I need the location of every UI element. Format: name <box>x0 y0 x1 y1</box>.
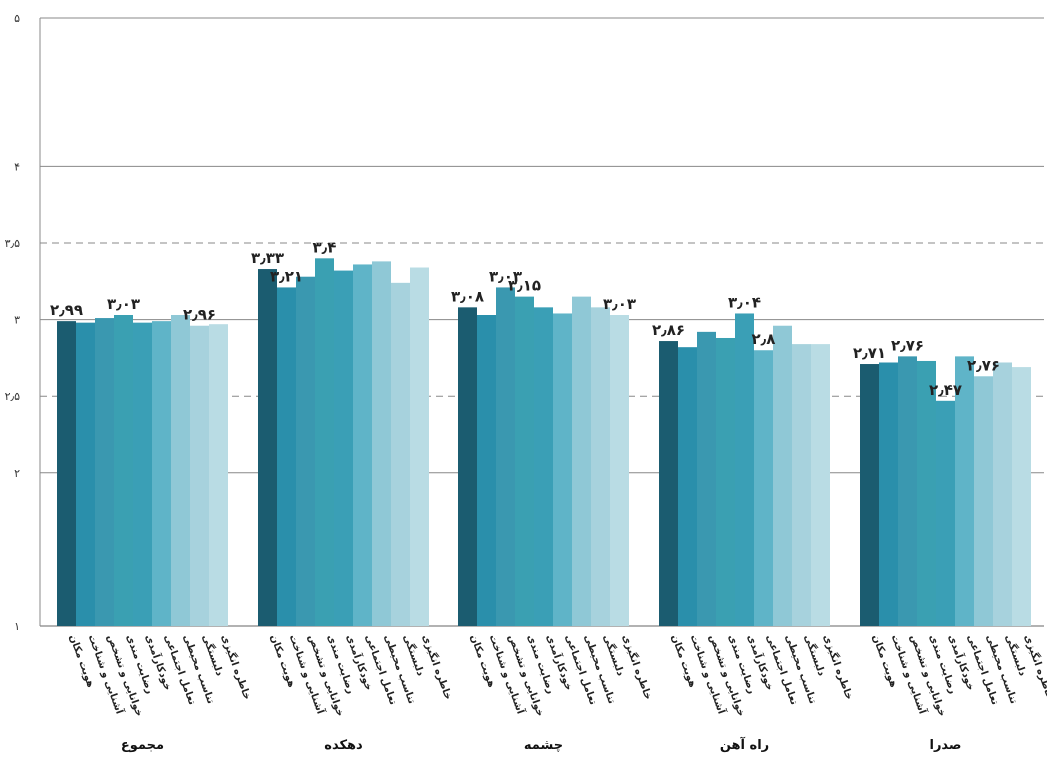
bar <box>114 315 133 626</box>
bar <box>410 267 429 626</box>
data-label: ۳٫۰۳ <box>107 295 140 313</box>
bar <box>372 261 391 626</box>
bar <box>258 269 277 626</box>
bar <box>296 276 315 626</box>
bar-category-label: خاطره انگیزی <box>821 633 857 702</box>
bar <box>391 282 410 626</box>
data-label: ۲٫۷۱ <box>853 344 886 362</box>
data-label: ۳٫۲۱ <box>270 267 303 285</box>
data-label: ۳٫۰۸ <box>451 287 484 305</box>
y-tick-label: ۵ <box>14 12 20 25</box>
bar <box>811 344 830 626</box>
bar <box>792 344 811 626</box>
bar <box>754 350 773 626</box>
bar <box>171 315 190 626</box>
bar <box>152 321 171 626</box>
bar <box>955 356 974 626</box>
bar <box>277 287 296 626</box>
bar <box>773 325 792 626</box>
group-label: چشمه <box>524 738 563 753</box>
bar <box>993 362 1012 626</box>
bar <box>496 287 515 626</box>
bar <box>353 264 372 626</box>
bar <box>697 331 716 626</box>
data-label: ۳٫۴ <box>313 238 337 256</box>
bar <box>735 313 754 626</box>
bar <box>974 376 993 626</box>
y-tick-label: ۲ <box>14 467 20 480</box>
bar <box>860 364 879 626</box>
group-label: صدرا <box>929 738 961 753</box>
bar <box>898 356 917 626</box>
bar <box>1012 367 1031 626</box>
bar <box>534 307 553 626</box>
bar <box>591 307 610 626</box>
data-label: ۳٫۰۳ <box>489 267 522 285</box>
bar <box>76 322 95 626</box>
bar <box>936 400 955 626</box>
bar <box>133 322 152 626</box>
data-label: ۲٫۴۷ <box>929 381 962 399</box>
y-tick-label: ۳٫۵ <box>5 237 20 250</box>
bar-category-label: خاطره انگیزی <box>219 633 255 702</box>
data-label: ۳٫۰۴ <box>728 293 761 311</box>
bar <box>572 296 591 626</box>
y-tick-label: ۳ <box>14 314 20 327</box>
data-label: ۲٫۹۹ <box>50 301 83 319</box>
bar <box>190 325 209 626</box>
bar <box>209 324 228 626</box>
bar-category-label: خاطره انگیزی <box>620 633 656 702</box>
group-label: مجموع <box>121 738 164 753</box>
data-label: ۲٫۹۶ <box>183 306 216 324</box>
bar <box>879 362 898 626</box>
bar <box>95 318 114 626</box>
bar <box>477 315 496 626</box>
bar <box>458 307 477 626</box>
data-label: ۳٫۳۳ <box>251 249 284 267</box>
bar <box>515 296 534 626</box>
data-label: ۲٫۸۶ <box>652 321 685 339</box>
bar <box>57 321 76 626</box>
bar <box>334 270 353 626</box>
bar <box>917 360 936 626</box>
group-label: راه آهن <box>720 736 769 753</box>
data-label: ۲٫۷۶ <box>967 356 1000 374</box>
group-label: دهکده <box>324 738 363 753</box>
bar <box>315 258 334 626</box>
y-tick-label: ۱ <box>14 620 20 633</box>
data-label: ۲٫۸ <box>752 330 776 348</box>
y-tick-label: ۲٫۵ <box>5 390 20 403</box>
y-tick-label: ۴ <box>14 160 20 173</box>
bar <box>553 313 572 626</box>
bar <box>716 337 735 626</box>
data-label: ۳٫۰۳ <box>603 295 636 313</box>
data-label: ۲٫۷۶ <box>891 336 924 354</box>
bar <box>659 341 678 626</box>
bar-category-label: خاطره انگیزی <box>420 633 456 702</box>
bar <box>678 347 697 626</box>
bar <box>610 315 629 626</box>
data-label: ۳٫۱۵ <box>508 277 541 295</box>
